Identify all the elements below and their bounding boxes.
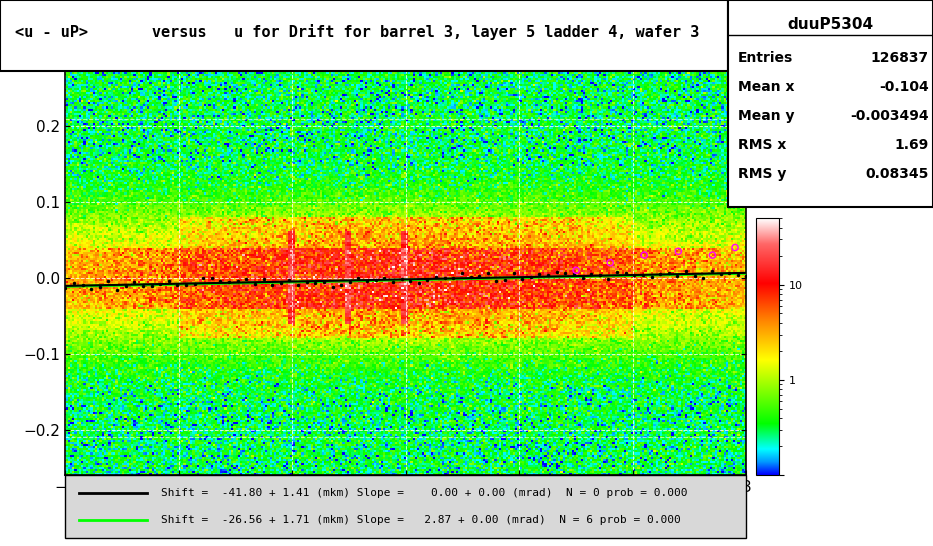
- Text: Shift =  -26.56 + 1.71 (mkm) Slope =   2.87 + 0.00 (mrad)  N = 6 prob = 0.000: Shift = -26.56 + 1.71 (mkm) Slope = 2.87…: [160, 515, 680, 525]
- Point: [569, 266, 584, 275]
- Text: 0.08345: 0.08345: [866, 167, 929, 181]
- Text: Mean y: Mean y: [738, 109, 795, 123]
- Text: 1.69: 1.69: [895, 138, 929, 152]
- Point: [671, 247, 686, 256]
- Text: -0.003494: -0.003494: [850, 109, 929, 123]
- Text: duuP5304: duuP5304: [787, 16, 873, 32]
- Text: Shift =  -41.80 + 1.41 (mkm) Slope =    0.00 + 0.00 (mrad)  N = 0 prob = 0.000: Shift = -41.80 + 1.41 (mkm) Slope = 0.00…: [160, 488, 688, 497]
- Text: -0.104: -0.104: [879, 80, 929, 94]
- Point: [705, 251, 720, 259]
- Text: 126837: 126837: [870, 51, 929, 65]
- Point: [728, 243, 743, 252]
- Text: RMS y: RMS y: [738, 167, 787, 181]
- Text: RMS x: RMS x: [738, 138, 787, 152]
- Text: Entries: Entries: [738, 51, 793, 65]
- Point: [603, 258, 618, 267]
- Point: [637, 251, 652, 259]
- Text: <u - uP>       versus   u for Drift for barrel 3, layer 5 ladder 4, wafer 3: <u - uP> versus u for Drift for barrel 3…: [15, 24, 699, 40]
- Text: Mean x: Mean x: [738, 80, 795, 94]
- X-axis label: ../P06icFiles/cu62productionMinBias_FullField.root: ../P06icFiles/cu62productionMinBias_Full…: [234, 502, 578, 516]
